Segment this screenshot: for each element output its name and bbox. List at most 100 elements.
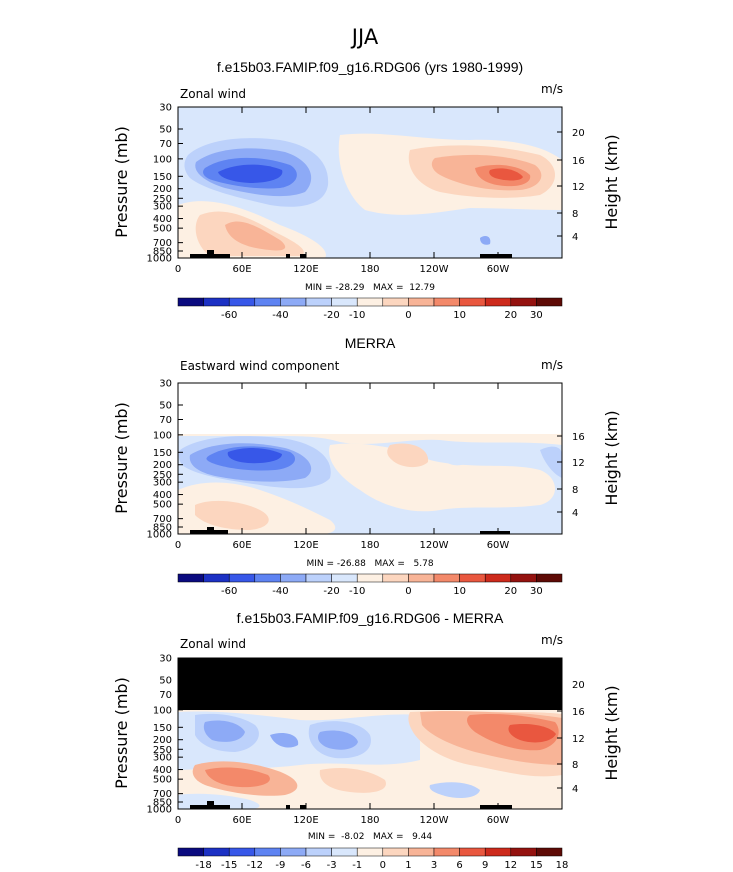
- y-tick-label: 300: [153, 753, 172, 764]
- colorbar-swatch: [382, 847, 409, 857]
- x-tick-label: 120W: [420, 264, 449, 275]
- y-tick-label: 200: [153, 735, 172, 746]
- panel-diff-topography: [300, 805, 306, 809]
- colorbar-label: -40: [272, 310, 288, 321]
- panel-model-ylabel-right: Height (km): [602, 134, 621, 229]
- colorbar-label: -60: [221, 310, 237, 321]
- y-tick-label: 700: [153, 514, 172, 525]
- y-tick-label: 50: [159, 400, 172, 411]
- x-tick-label: 0: [175, 264, 181, 275]
- colorbar-swatch: [510, 847, 537, 857]
- colorbar-swatch: [331, 297, 358, 307]
- y-tick-label: 1000: [147, 805, 172, 816]
- y-tick-label: 850: [153, 247, 172, 258]
- colorbar-swatch: [510, 297, 537, 307]
- colorbar-label: -10: [349, 586, 365, 597]
- colorbar-swatch: [382, 297, 409, 307]
- y-tick-label: 30: [159, 103, 172, 114]
- y-tick-label: 500: [153, 224, 172, 235]
- y-tick-label: 70: [159, 415, 172, 426]
- height-tick-label: 8: [572, 209, 578, 220]
- x-tick-label: 60E: [232, 264, 251, 275]
- panel-model-region-pos: [489, 168, 523, 181]
- y-tick-label: 1000: [147, 530, 172, 541]
- panel-model-unit-label: m/s: [541, 82, 563, 96]
- y-tick-label: 850: [153, 798, 172, 809]
- y-tick-label: 150: [153, 723, 172, 734]
- colorbar-swatch: [408, 297, 435, 307]
- colorbar-swatch: [484, 573, 512, 583]
- colorbar-label: -12: [247, 860, 263, 871]
- colorbar-swatch: [203, 847, 230, 857]
- y-tick-label: 150: [153, 172, 172, 183]
- colorbar-swatch: [382, 573, 409, 583]
- panel-diff-region-neg: [318, 730, 358, 750]
- colorbar-label: 10: [453, 310, 466, 321]
- colorbar-label: 0: [380, 860, 386, 871]
- panel-model-topography: [300, 254, 306, 258]
- colorbar-swatch: [408, 573, 435, 583]
- x-tick-label: 120E: [293, 815, 318, 826]
- x-tick-label: 60W: [487, 540, 510, 551]
- panel-diff-left-label: Zonal wind: [180, 637, 246, 651]
- height-tick-label: 16: [572, 156, 585, 167]
- y-tick-label: 100: [153, 430, 172, 441]
- x-tick-label: 120W: [420, 815, 449, 826]
- colorbar-label: -6: [301, 860, 311, 871]
- colorbar-label: 18: [556, 860, 569, 871]
- height-tick-label: 4: [572, 232, 578, 243]
- colorbar-swatch: [203, 297, 230, 307]
- colorbar-swatch: [254, 573, 281, 583]
- y-tick-label: 850: [153, 523, 172, 534]
- panel-merra: MERRA Eastward wind component m/s 0 60E 12…: [112, 335, 621, 597]
- height-tick-label: 4: [572, 508, 578, 519]
- colorbar-label: -40: [272, 586, 288, 597]
- panel-diff-topography: [286, 805, 290, 809]
- colorbar-label: 12: [504, 860, 517, 871]
- y-tick-label: 200: [153, 460, 172, 471]
- y-tick-label: 50: [159, 124, 172, 135]
- panel-model-topography: [190, 250, 230, 258]
- panel-model-left-label: Zonal wind: [180, 87, 246, 101]
- panel-diff-plot: [177, 657, 563, 810]
- panel-diff-region-pos: [205, 767, 270, 788]
- y-tick-label: 500: [153, 775, 172, 786]
- panel-merra-stats: MIN = -26.88 MAX = 5.78: [306, 559, 433, 569]
- height-tick-label: 16: [572, 432, 585, 443]
- colorbar-label: 6: [456, 860, 462, 871]
- colorbar-swatch: [254, 297, 281, 307]
- x-tick-label: 180: [360, 540, 379, 551]
- height-tick-label: 20: [572, 680, 585, 691]
- colorbar-label: -60: [221, 586, 237, 597]
- x-tick-label: 0: [175, 815, 181, 826]
- panel-merra-unit-label: m/s: [541, 358, 563, 372]
- panel-diff: f.e15b03.FAMIP.f09_g16.RDG06 - MERRA: [112, 610, 621, 871]
- colorbar-label: 30: [530, 310, 543, 321]
- colorbar-swatch: [203, 573, 230, 583]
- y-tick-label: 30: [159, 379, 172, 390]
- colorbar-label: 15: [530, 860, 543, 871]
- colorbar-label: -9: [275, 860, 285, 871]
- height-tick-label: 12: [572, 182, 585, 193]
- colorbar-swatch: [305, 297, 332, 307]
- y-tick-label: 1000: [147, 254, 172, 265]
- panel-model-stats: MIN = -28.29 MAX = 12.79: [305, 283, 435, 293]
- y-tick-label: 30: [159, 654, 172, 665]
- y-tick-label: 100: [153, 154, 172, 165]
- x-tick-label: 60E: [232, 540, 251, 551]
- panel-merra-ylabel-right: Height (km): [602, 410, 621, 505]
- panel-diff-topography: [480, 805, 512, 809]
- colorbar-swatch: [356, 297, 384, 307]
- colorbar-label: 30: [530, 586, 543, 597]
- panel-diff-region-pos: [319, 768, 386, 793]
- figure-title: JJA: [350, 25, 379, 49]
- colorbar-swatch: [280, 847, 307, 857]
- colorbar-label: 1: [405, 860, 411, 871]
- panel-diff-ylabel: Pressure (mb): [112, 677, 131, 789]
- colorbar-label: 3: [431, 860, 437, 871]
- height-tick-label: 4: [572, 784, 578, 795]
- panel-merra-plot: [177, 382, 563, 535]
- height-tick-label: 12: [572, 458, 585, 469]
- y-tick-label: 50: [159, 675, 172, 686]
- colorbar-swatch: [280, 573, 307, 583]
